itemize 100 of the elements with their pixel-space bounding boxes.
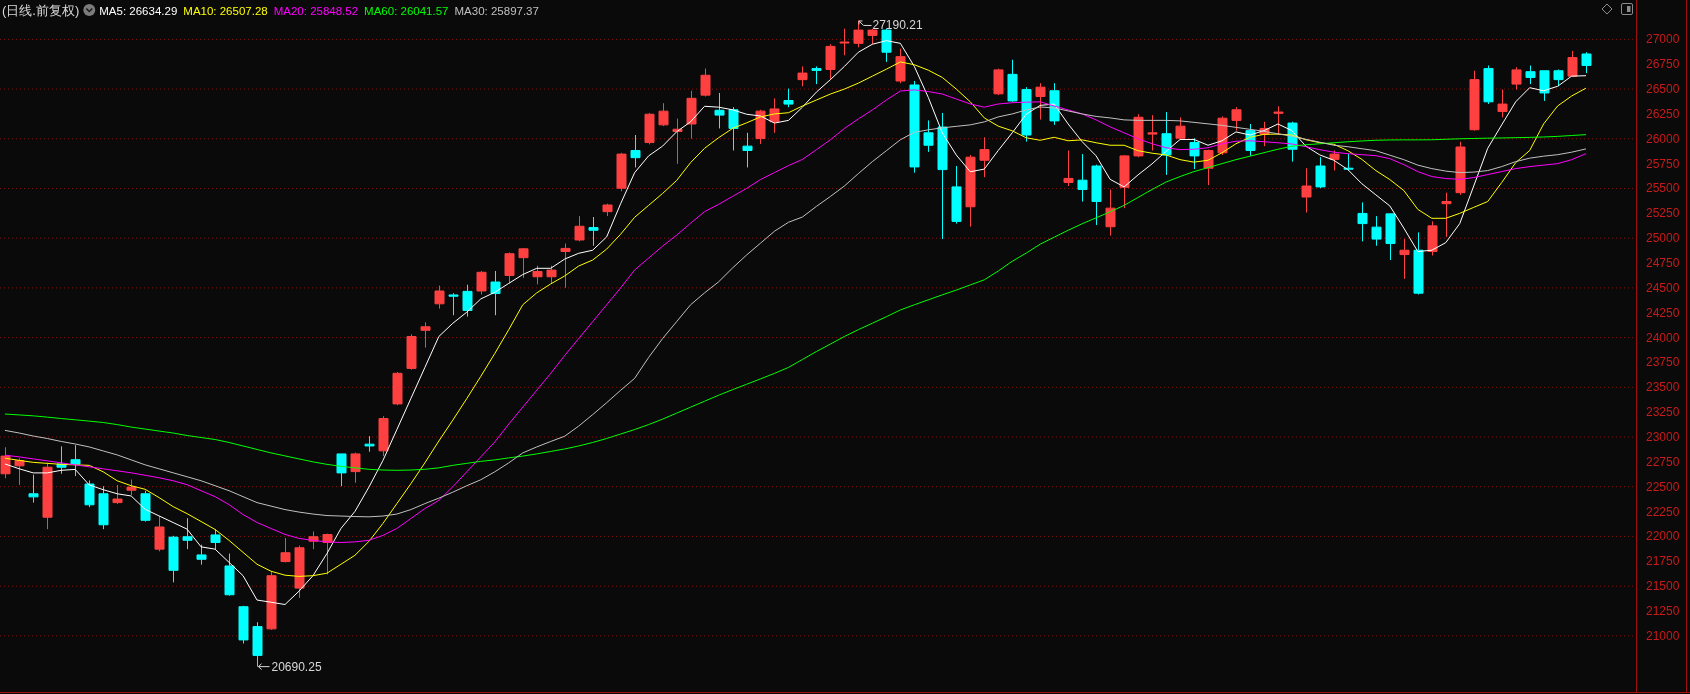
candlestick xyxy=(1525,65,1536,85)
y-tick-label: 26000 xyxy=(1646,131,1680,146)
y-tick-label: 23250 xyxy=(1646,405,1680,420)
candlestick xyxy=(378,415,389,457)
candlestick xyxy=(1553,68,1564,87)
y-tick-label: 26500 xyxy=(1646,82,1680,97)
y-tick-label: 22750 xyxy=(1646,454,1680,469)
candlestick xyxy=(797,65,808,87)
candlestick xyxy=(126,479,137,496)
candlestick xyxy=(532,265,543,285)
candlestick xyxy=(560,243,571,289)
candlestick xyxy=(252,621,263,668)
candlestick xyxy=(1455,141,1466,196)
chart-title: (日线.前复权) xyxy=(2,3,80,18)
candlestick xyxy=(140,490,151,523)
candlestick xyxy=(742,132,753,168)
candlestick xyxy=(630,134,641,168)
y-tick-label: 24000 xyxy=(1646,330,1680,345)
candlestick xyxy=(182,517,193,550)
y-tick-label: 22000 xyxy=(1646,529,1680,544)
text: MA10: 26507.28 xyxy=(183,5,268,17)
candlestick xyxy=(518,247,529,279)
y-tick-label: 21500 xyxy=(1646,579,1680,594)
candlestick xyxy=(672,118,683,165)
candlestick xyxy=(1273,105,1284,136)
text: MA60: 26041.57 xyxy=(364,5,449,17)
candlestick xyxy=(644,112,655,145)
y-tick-label: 21750 xyxy=(1646,554,1680,569)
candlestick xyxy=(1035,82,1046,120)
candlestick xyxy=(112,484,123,505)
candlestick xyxy=(867,28,878,45)
candlestick xyxy=(210,528,221,550)
candlestick xyxy=(951,165,962,225)
candlestick xyxy=(546,265,557,284)
candlestick xyxy=(588,216,599,247)
candlestick xyxy=(783,88,794,108)
candlestick xyxy=(1539,70,1550,102)
candlestick xyxy=(238,605,249,644)
y-tick-label: 26250 xyxy=(1646,106,1680,121)
candlestick xyxy=(98,485,109,530)
y-tick-label: 25000 xyxy=(1646,231,1680,246)
candlestick xyxy=(504,251,515,284)
candlestick xyxy=(154,515,165,552)
candlestick xyxy=(686,90,697,140)
candlestick xyxy=(364,435,375,453)
candlestick xyxy=(28,474,39,504)
candlestick xyxy=(420,321,431,349)
candlestick xyxy=(1441,192,1452,238)
candlestick xyxy=(0,446,11,479)
candlestick xyxy=(196,544,207,566)
y-tick-label: 23750 xyxy=(1646,355,1680,370)
candlestick xyxy=(658,102,669,127)
y-tick-label: 24250 xyxy=(1646,305,1680,320)
candlestick xyxy=(14,457,25,486)
candlestick xyxy=(280,537,291,563)
candlestick xyxy=(1343,153,1354,171)
candlestick xyxy=(1511,66,1522,90)
candlestick xyxy=(350,452,361,484)
y-tick-label: 23500 xyxy=(1646,380,1680,395)
y-tick-label: 23000 xyxy=(1646,430,1680,445)
candlestick xyxy=(476,270,487,295)
candlestick xyxy=(839,28,850,56)
text: MA5: 26634.29 xyxy=(99,5,178,17)
candlestick xyxy=(1077,153,1088,203)
candlestick xyxy=(1091,164,1102,226)
text: MA30: 25897.37 xyxy=(454,5,539,17)
y-tick-label: 22500 xyxy=(1646,479,1680,494)
candlestick xyxy=(1427,220,1438,256)
candlestick xyxy=(923,119,934,153)
text: MA20: 25848.52 xyxy=(273,5,359,17)
candlestick xyxy=(1315,156,1326,189)
y-tick-label: 25500 xyxy=(1646,181,1680,196)
y-tick-label: 25250 xyxy=(1646,206,1680,221)
candlestick xyxy=(937,112,948,240)
candlestick xyxy=(1007,59,1018,103)
candlestick xyxy=(406,333,417,371)
y-tick-label: 25750 xyxy=(1646,156,1680,171)
candlestick xyxy=(1413,231,1424,295)
candlestick xyxy=(392,371,403,406)
candlestick xyxy=(70,444,81,477)
candlestick xyxy=(1371,215,1382,247)
candlestick xyxy=(1567,50,1578,77)
candlestick xyxy=(728,106,739,152)
candlestick xyxy=(1329,150,1340,171)
candlestick xyxy=(1469,70,1480,132)
candlestick xyxy=(1105,188,1116,237)
candlestick xyxy=(448,292,459,316)
candlestick xyxy=(1231,106,1242,132)
candlestick xyxy=(993,68,1004,96)
candlestick xyxy=(1357,201,1368,242)
candlestick xyxy=(616,152,627,192)
candlestick xyxy=(1581,51,1592,74)
candlestick xyxy=(979,136,990,178)
candlestick xyxy=(1175,116,1186,140)
candlestick xyxy=(1497,88,1508,118)
candlestick xyxy=(895,48,906,84)
candlestick xyxy=(1063,150,1074,187)
candlestick xyxy=(294,545,305,599)
candlestick xyxy=(224,553,235,597)
candlestick xyxy=(825,43,836,81)
